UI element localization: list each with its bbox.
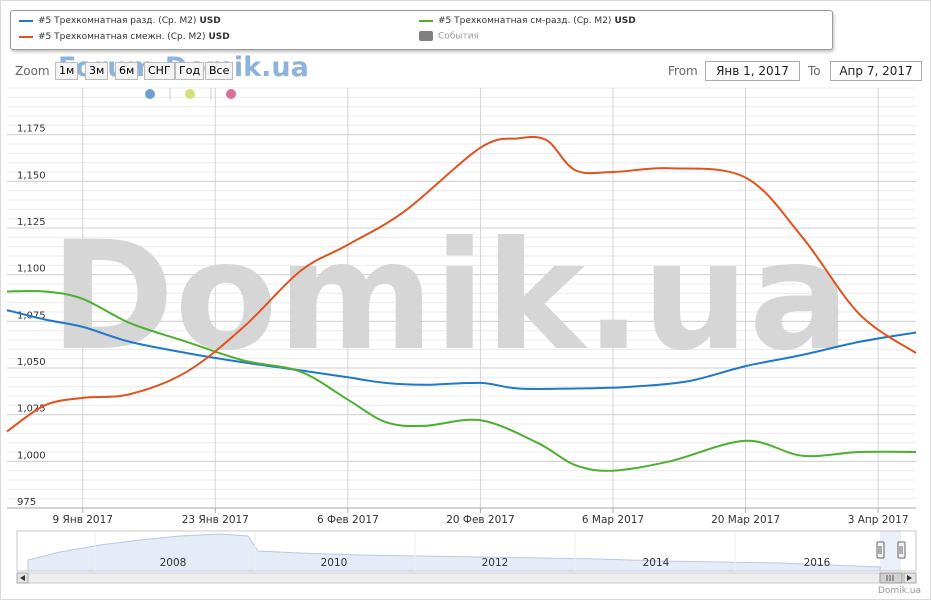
zoom-1m-button[interactable]: 1м (55, 62, 79, 80)
navigator-year-label: 2012 (482, 557, 509, 569)
x-tick-label: 20 Фев 2017 (446, 514, 514, 526)
y-tick-label: 1,150 (17, 170, 46, 181)
legend-currency: USD (199, 16, 221, 26)
y-tick-label: 1,025 (17, 404, 46, 415)
watermark-large: Domik.ua (50, 210, 850, 384)
navigator: 2008 2010 2012 2014 2016 (16, 530, 917, 572)
event-dot (145, 89, 155, 99)
series-swatch (19, 35, 33, 38)
zoom-all-button[interactable]: Все (205, 62, 234, 80)
to-label: To (808, 64, 821, 78)
range-toolbar: Zoom 1м 3м 6м СНГ Год Все From Янв 1, 20… (0, 60, 931, 82)
scroll-right-icon (907, 575, 912, 581)
y-tick-label: 1,050 (17, 357, 46, 368)
legend: #5 Трехкомнатная разд. (Ср. М2) USD #5 Тр… (10, 10, 833, 50)
x-tick-label: 23 Янв 2017 (182, 514, 249, 526)
to-date-input[interactable]: Апр 7, 2017 (830, 61, 922, 81)
scrollbar-track[interactable] (16, 572, 917, 584)
series-line-1 (6, 289, 917, 472)
legend-label: События (438, 31, 479, 42)
legend-currency: USD (614, 16, 636, 26)
zoom-ytd-button[interactable]: СНГ (144, 62, 175, 80)
scrollbar-thumb[interactable] (879, 572, 903, 584)
event-dot (226, 89, 236, 99)
legend-label: #5 Трехкомнатная смежн. (Ср. М2) (38, 32, 206, 42)
x-tick-label: 6 Мар 2017 (582, 514, 644, 526)
event-dot (185, 89, 195, 99)
legend-item-sm-razd[interactable]: #5 Трехкомнатная см-разд. (Ср. М2) USD (419, 16, 636, 27)
y-tick-label: 1,100 (17, 264, 46, 275)
events-swatch (419, 31, 433, 41)
y-tick-label: 975 (17, 497, 36, 508)
navigator-year-label: 2016 (804, 557, 831, 569)
y-tick-label: 1,000 (17, 450, 46, 461)
plot-area (7, 88, 916, 508)
y-tick-label: 1,125 (17, 217, 46, 228)
scroll-left-icon (20, 575, 25, 581)
series-line-2 (6, 135, 917, 433)
from-label: From (668, 64, 698, 78)
legend-label: #5 Трехкомнатная разд. (Ср. М2) (38, 16, 197, 26)
legend-item-events[interactable]: События (419, 31, 479, 43)
zoom-label: Zoom (15, 64, 50, 78)
navigator-year-label: 2008 (160, 557, 187, 569)
navigator-year-label: 2010 (321, 557, 348, 569)
credits-link[interactable]: Domik.ua (878, 586, 921, 596)
x-tick-label: 9 Янв 2017 (53, 514, 113, 526)
series-line-0 (6, 309, 917, 391)
x-tick-label: 20 Мар 2017 (711, 514, 780, 526)
navigator-scrollbar (16, 572, 917, 584)
navigator-selection (880, 531, 901, 571)
navigator-year-label: 2014 (643, 557, 670, 569)
x-tick-label: 6 Фев 2017 (317, 514, 379, 526)
navigator-area (27, 533, 881, 572)
legend-label: #5 Трехкомнатная см-разд. (Ср. М2) (438, 16, 612, 26)
series-swatch (419, 19, 433, 22)
x-tick-label: 3 Апр 2017 (848, 514, 909, 526)
y-tick-label: 1,175 (17, 124, 46, 135)
zoom-year-button[interactable]: Год (175, 62, 205, 80)
legend-item-razd[interactable]: #5 Трехкомнатная разд. (Ср. М2) USD (19, 16, 221, 27)
zoom-6m-button[interactable]: 6м (115, 62, 139, 80)
legend-currency: USD (208, 32, 230, 42)
series-swatch (19, 19, 33, 22)
legend-item-smezhn[interactable]: #5 Трехкомнатная смежн. (Ср. М2) USD (19, 32, 230, 43)
from-date-input[interactable]: Янв 1, 2017 (705, 61, 800, 81)
zoom-3m-button[interactable]: 3м (85, 62, 109, 80)
